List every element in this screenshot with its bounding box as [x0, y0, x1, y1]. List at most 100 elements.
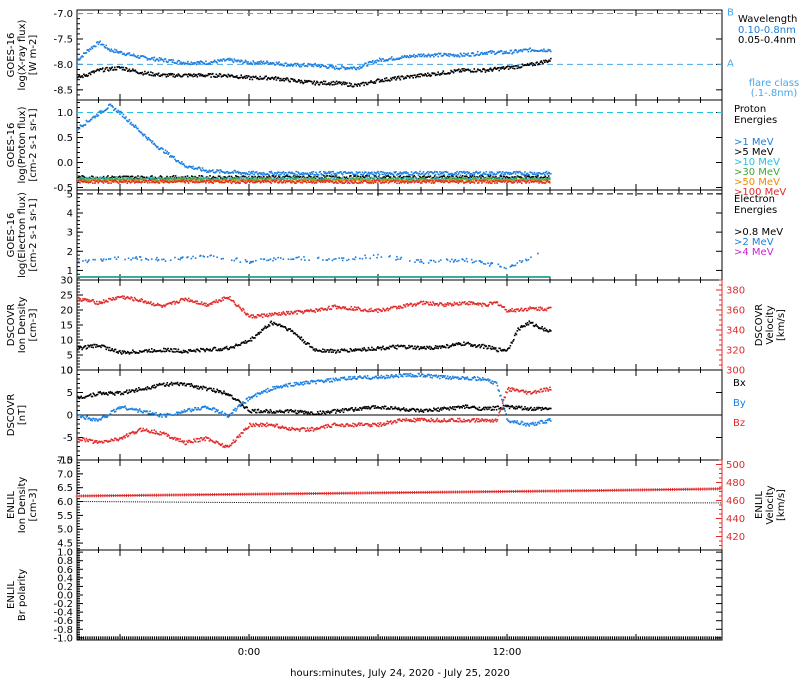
data-point	[295, 182, 297, 184]
data-point	[273, 176, 276, 179]
data-point	[201, 61, 204, 63]
data-point	[510, 66, 513, 68]
data-point	[531, 276, 534, 278]
data-point	[408, 276, 410, 278]
data-point	[173, 276, 176, 278]
data-point	[256, 178, 259, 180]
data-point	[164, 181, 166, 183]
data-point	[509, 176, 511, 179]
data-point	[320, 65, 322, 68]
data-point	[473, 177, 476, 180]
data-point	[505, 276, 508, 278]
data-point	[436, 171, 439, 173]
data-point	[211, 276, 213, 278]
data-point	[445, 54, 448, 57]
data-point	[526, 178, 528, 181]
data-point	[269, 178, 272, 181]
data-point	[367, 177, 369, 180]
data-point	[87, 179, 90, 182]
data-point	[452, 180, 454, 182]
data-point	[359, 82, 362, 85]
data-point	[223, 58, 225, 61]
data-point	[212, 61, 214, 64]
data-point	[208, 73, 211, 76]
data-point	[457, 55, 460, 57]
legend-note: flare class	[749, 78, 799, 89]
data-point	[322, 179, 324, 181]
data-point	[244, 179, 247, 182]
data-point	[78, 276, 80, 278]
data-point	[283, 64, 285, 67]
data-point	[84, 180, 87, 183]
data-point	[294, 276, 296, 278]
data-point	[496, 178, 498, 180]
data-point	[513, 178, 516, 180]
data-point	[81, 178, 83, 180]
data-point	[82, 175, 84, 177]
data-point	[425, 74, 427, 76]
data-point	[347, 181, 350, 184]
data-point	[367, 171, 370, 174]
data-point	[293, 178, 295, 180]
data-point	[482, 68, 484, 71]
data-point	[110, 178, 112, 180]
data-point	[487, 180, 490, 183]
data-point	[286, 179, 289, 181]
data-point	[186, 62, 188, 65]
data-point	[382, 176, 384, 179]
data-point	[191, 74, 193, 76]
data-point	[504, 173, 507, 175]
data-point	[230, 179, 233, 181]
panel-frame	[76, 9, 723, 101]
data-point	[494, 177, 496, 180]
data-point	[448, 179, 451, 182]
data-point	[353, 276, 355, 278]
data-point	[93, 115, 95, 118]
data-point	[92, 116, 95, 118]
data-point	[445, 180, 448, 183]
data-point	[199, 62, 201, 65]
data-point	[235, 182, 237, 185]
data-point	[183, 73, 186, 76]
data-point	[106, 180, 108, 183]
data-point	[185, 179, 188, 182]
data-point	[426, 179, 428, 182]
data-point	[107, 48, 109, 51]
data-point	[330, 177, 333, 179]
data-point	[453, 69, 456, 71]
data-point	[308, 177, 310, 180]
data-point	[353, 179, 355, 182]
data-point	[421, 178, 423, 180]
data-point	[151, 181, 153, 184]
data-point	[536, 172, 538, 174]
data-point	[244, 175, 247, 178]
data-point	[151, 276, 153, 278]
data-point	[437, 173, 439, 175]
data-point	[361, 175, 364, 178]
data-point	[227, 73, 230, 76]
data-point	[230, 276, 233, 278]
data-point	[450, 178, 452, 181]
data-point	[285, 62, 287, 64]
data-point	[116, 178, 119, 181]
data-point	[471, 178, 474, 181]
data-point	[82, 55, 84, 58]
data-point	[495, 180, 497, 182]
data-point	[299, 81, 302, 84]
data-point	[456, 170, 458, 173]
data-point	[92, 258, 95, 261]
data-point	[464, 53, 467, 55]
data-point	[354, 175, 356, 177]
data-point	[109, 68, 112, 71]
data-point	[155, 145, 157, 147]
data-point	[487, 69, 489, 71]
data-point	[310, 173, 312, 176]
data-point	[429, 75, 432, 77]
data-point	[402, 173, 404, 175]
data-point	[346, 259, 348, 262]
data-point	[232, 177, 235, 179]
data-point	[501, 67, 504, 69]
data-point	[516, 276, 519, 278]
data-point	[427, 74, 430, 77]
data-point	[161, 276, 164, 278]
